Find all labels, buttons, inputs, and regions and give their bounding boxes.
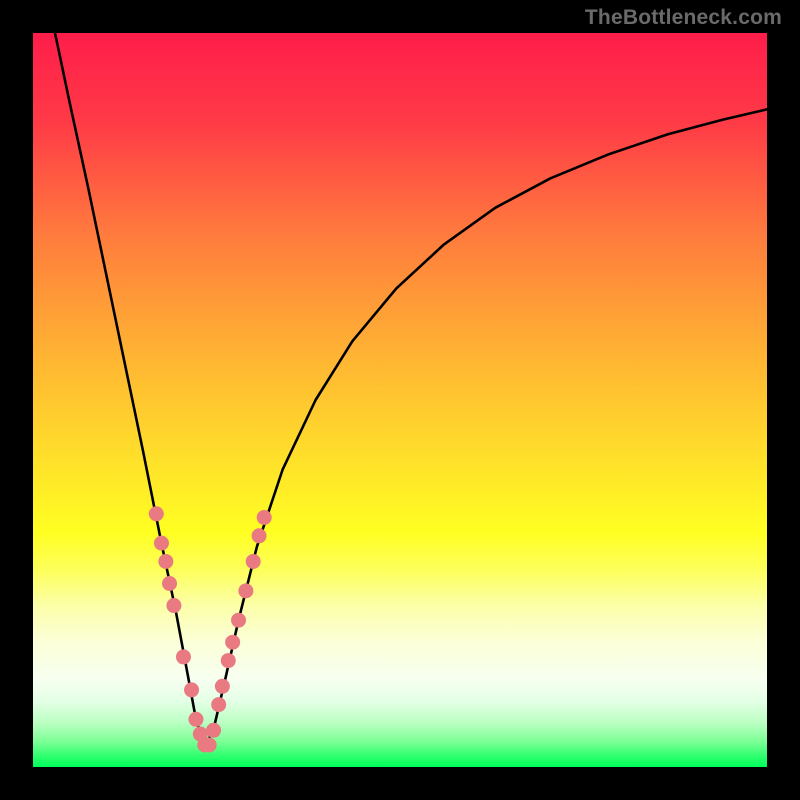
data-marker xyxy=(231,613,246,628)
bottleneck-curve-chart xyxy=(33,33,767,767)
data-marker xyxy=(206,723,221,738)
data-marker xyxy=(202,737,217,752)
data-marker xyxy=(149,506,164,521)
data-marker xyxy=(184,682,199,697)
plot-area xyxy=(33,33,767,767)
data-marker xyxy=(215,679,230,694)
data-marker xyxy=(188,712,203,727)
data-marker xyxy=(246,554,261,569)
chart-frame: TheBottleneck.com xyxy=(0,0,800,800)
data-marker xyxy=(211,697,226,712)
data-marker xyxy=(154,536,169,551)
data-marker xyxy=(252,528,267,543)
data-marker xyxy=(176,649,191,664)
data-marker xyxy=(221,653,236,668)
gradient-background xyxy=(33,33,767,767)
data-marker xyxy=(166,598,181,613)
watermark-text: TheBottleneck.com xyxy=(585,6,782,30)
data-marker xyxy=(257,510,272,525)
data-marker xyxy=(225,635,240,650)
data-marker xyxy=(238,583,253,598)
data-marker xyxy=(162,576,177,591)
data-marker xyxy=(158,554,173,569)
